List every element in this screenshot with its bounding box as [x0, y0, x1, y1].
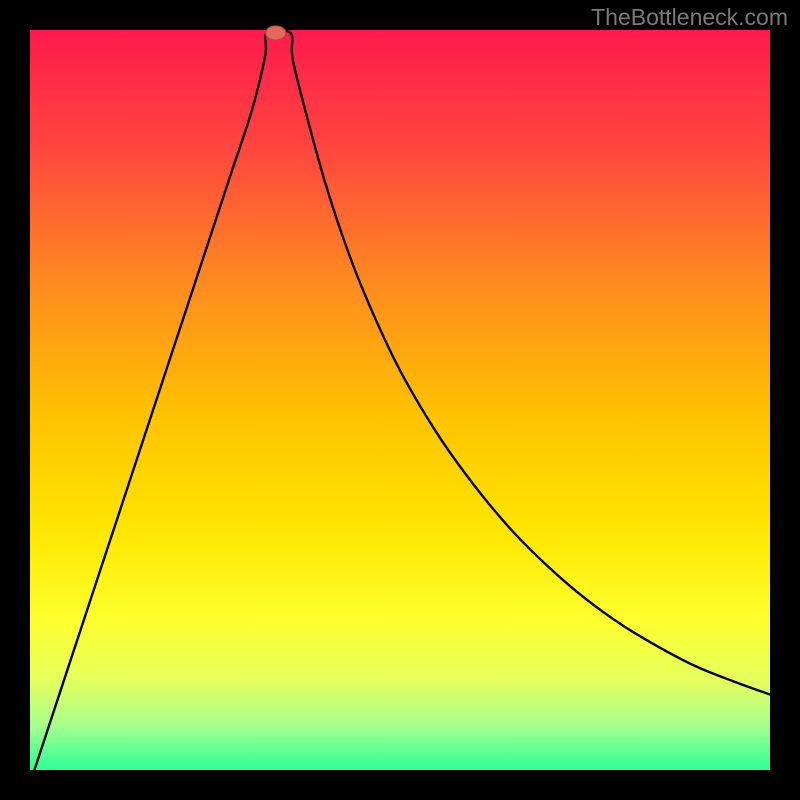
optimal-point-marker [266, 26, 286, 40]
chart-gradient-bg [30, 30, 770, 770]
bottleneck-chart [0, 0, 800, 800]
watermark-text: TheBottleneck.com [591, 4, 788, 31]
chart-container: TheBottleneck.com [0, 0, 800, 800]
